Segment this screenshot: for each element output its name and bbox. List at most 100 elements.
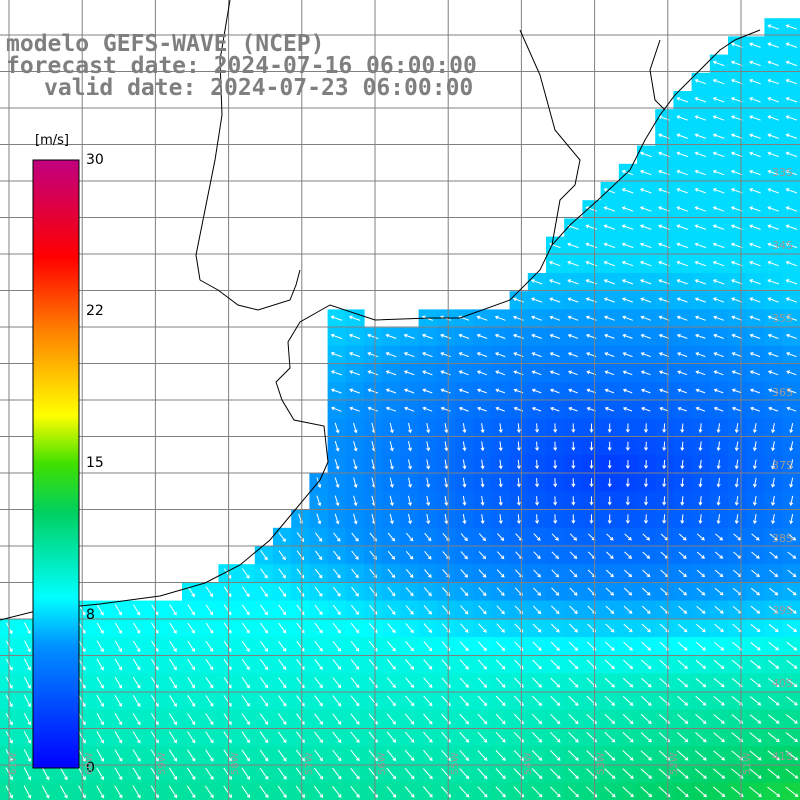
wind-arrow bbox=[622, 677, 634, 688]
wind-arrow bbox=[408, 477, 412, 488]
wind-arrow bbox=[698, 477, 703, 488]
wind-arrow bbox=[752, 441, 757, 452]
wind-arrow bbox=[749, 97, 761, 103]
wind-arrow bbox=[603, 206, 616, 212]
wind-arrow bbox=[480, 514, 485, 525]
wind-arrow bbox=[350, 695, 360, 707]
wind-arrow bbox=[549, 786, 561, 798]
wind-arrow bbox=[278, 586, 287, 597]
river-plate-shore bbox=[199, 269, 301, 311]
wind-arrow bbox=[531, 750, 543, 761]
wind-arrow bbox=[622, 768, 634, 780]
wind-arrow bbox=[405, 659, 415, 670]
wind-arrow bbox=[731, 333, 743, 339]
wind-arrow bbox=[405, 641, 415, 652]
wind-arrow bbox=[713, 659, 725, 669]
wind-arrow bbox=[462, 459, 467, 470]
wind-arrow bbox=[589, 478, 594, 488]
wind-arrow bbox=[786, 678, 798, 688]
wind-arrow bbox=[259, 785, 269, 799]
wind-arrow bbox=[205, 731, 214, 744]
wind-arrow bbox=[205, 695, 214, 707]
wind-arrow bbox=[621, 169, 634, 176]
wind-arrow bbox=[662, 423, 667, 433]
wind-arrow bbox=[150, 749, 159, 762]
wind-arrow bbox=[114, 640, 122, 653]
wind-arrow bbox=[607, 514, 612, 524]
wind-arrow bbox=[695, 659, 707, 669]
wind-arrow bbox=[114, 767, 123, 781]
wind-arrow bbox=[458, 333, 470, 339]
wind-arrow bbox=[767, 279, 779, 285]
wind-arrow bbox=[785, 24, 798, 30]
wind-arrow bbox=[444, 423, 449, 434]
wind-arrow bbox=[332, 731, 342, 744]
wind-arrow bbox=[408, 495, 412, 507]
wind-arrow bbox=[259, 622, 268, 634]
wind-arrow bbox=[424, 569, 432, 578]
wind-arrow bbox=[387, 659, 396, 670]
wind-arrow bbox=[259, 658, 269, 671]
wind-arrow bbox=[205, 640, 214, 652]
wind-arrow bbox=[677, 352, 688, 358]
wind-arrow bbox=[405, 587, 414, 597]
wind-arrow bbox=[549, 352, 560, 358]
wind-arrow bbox=[385, 333, 397, 339]
wind-arrow bbox=[330, 370, 342, 376]
wind-arrow bbox=[694, 169, 707, 176]
wind-arrow bbox=[550, 731, 561, 743]
wind-arrow bbox=[313, 785, 324, 798]
wind-arrow bbox=[785, 714, 798, 724]
wind-arrow bbox=[495, 786, 506, 798]
wind-arrow bbox=[621, 279, 634, 285]
wind-arrow bbox=[676, 768, 689, 779]
wind-arrow bbox=[316, 513, 322, 525]
wind-arrow bbox=[496, 587, 505, 596]
wind-arrow bbox=[712, 115, 725, 121]
wind-arrow bbox=[694, 151, 707, 158]
wind-arrow bbox=[333, 568, 341, 579]
wind-arrow bbox=[641, 587, 651, 596]
lagoon-shore bbox=[649, 39, 666, 111]
wind-arrow bbox=[498, 477, 503, 488]
wind-arrow bbox=[332, 659, 342, 670]
wind-arrow bbox=[749, 115, 761, 121]
wind-arrow bbox=[404, 749, 415, 762]
wind-arrow bbox=[423, 713, 433, 725]
wind-arrow bbox=[405, 695, 415, 707]
wind-arrow bbox=[496, 623, 505, 633]
wind-arrow bbox=[422, 406, 433, 412]
wind-arrow bbox=[405, 568, 414, 579]
wind-arrow bbox=[714, 605, 724, 614]
wind-arrow bbox=[695, 732, 707, 743]
wind-arrow bbox=[767, 242, 779, 249]
wind-arrow bbox=[404, 767, 415, 780]
wind-arrow bbox=[385, 352, 397, 358]
wind-arrow bbox=[734, 477, 739, 488]
wind-arrow bbox=[786, 352, 797, 358]
wind-arrow bbox=[785, 315, 797, 321]
wind-arrow bbox=[623, 641, 633, 651]
wind-arrow bbox=[96, 731, 104, 744]
wind-arrow bbox=[348, 333, 361, 340]
wind-arrow bbox=[186, 785, 196, 799]
wind-arrow bbox=[96, 694, 104, 708]
wind-arrow bbox=[604, 677, 615, 688]
wind-arrow bbox=[696, 569, 706, 578]
wind-arrow bbox=[150, 731, 159, 744]
inland-border bbox=[195, 0, 231, 281]
wind-arrow bbox=[605, 605, 615, 615]
wind-arrow bbox=[498, 514, 503, 525]
wind-arrow bbox=[277, 749, 287, 762]
wind-arrow bbox=[460, 551, 468, 560]
wind-arrow bbox=[498, 423, 503, 434]
wind-arrow bbox=[676, 115, 688, 121]
wind-arrow bbox=[459, 713, 470, 725]
wind-arrow bbox=[604, 750, 616, 761]
wind-arrow bbox=[785, 333, 797, 339]
colorbar-tick: 0 bbox=[86, 760, 95, 776]
wind-arrow bbox=[642, 533, 651, 541]
wind-arrow bbox=[567, 242, 579, 249]
wind-arrow bbox=[459, 659, 469, 670]
wind-arrow bbox=[460, 587, 469, 597]
